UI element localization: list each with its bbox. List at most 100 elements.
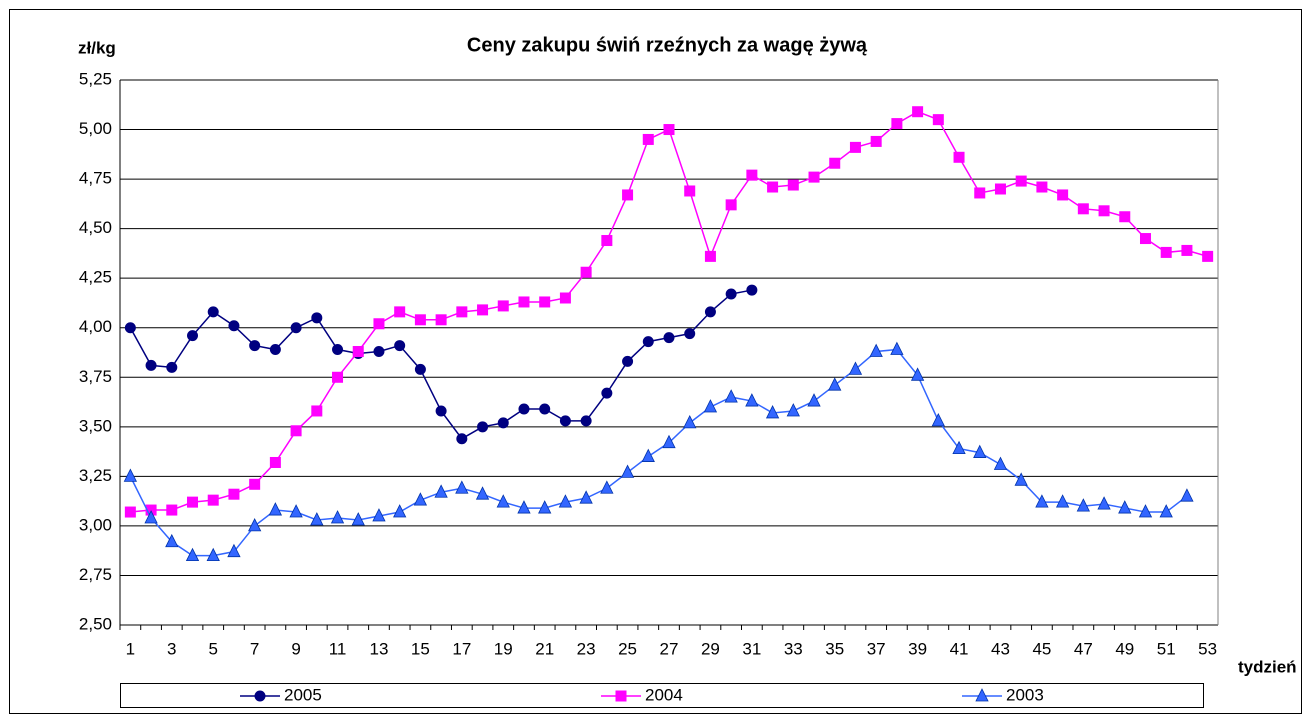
x-tick-label: 13 bbox=[370, 639, 389, 658]
data-point bbox=[1055, 494, 1070, 508]
data-point bbox=[1119, 211, 1131, 223]
data-point bbox=[558, 494, 573, 508]
x-tick-label: 17 bbox=[452, 639, 471, 658]
data-point bbox=[1118, 500, 1132, 514]
data-point bbox=[787, 179, 799, 191]
x-tick-label: 39 bbox=[908, 639, 927, 658]
data-point bbox=[207, 494, 219, 506]
data-point bbox=[456, 433, 468, 445]
data-point bbox=[807, 393, 821, 407]
y-tick-label: 2,50 bbox=[79, 614, 112, 633]
data-point bbox=[228, 320, 240, 332]
x-tick-label: 43 bbox=[991, 639, 1010, 658]
data-point bbox=[725, 199, 737, 211]
x-tick-label: 47 bbox=[1074, 639, 1093, 658]
data-point bbox=[290, 322, 302, 334]
data-point bbox=[1202, 250, 1214, 262]
data-point bbox=[145, 359, 157, 371]
data-point bbox=[663, 124, 675, 136]
data-point bbox=[703, 399, 718, 413]
data-point bbox=[786, 403, 800, 417]
data-point bbox=[166, 504, 178, 516]
data-point bbox=[373, 318, 385, 330]
y-tick-label: 3,75 bbox=[79, 367, 112, 386]
x-tick-label: 11 bbox=[329, 639, 347, 658]
data-point bbox=[1097, 496, 1111, 510]
data-point bbox=[974, 187, 986, 199]
data-point bbox=[580, 415, 592, 427]
x-tick-label: 45 bbox=[1032, 639, 1051, 658]
data-point bbox=[332, 344, 344, 356]
data-point bbox=[828, 377, 842, 391]
y-tick-label: 3,50 bbox=[79, 416, 112, 435]
series-line bbox=[129, 348, 1188, 557]
data-point bbox=[187, 496, 199, 508]
x-tick-label: 31 bbox=[742, 639, 761, 658]
data-point bbox=[808, 171, 820, 183]
data-point bbox=[1138, 504, 1153, 518]
legend-label: 2004 bbox=[645, 685, 683, 704]
data-point bbox=[891, 118, 903, 130]
x-tick-label: 27 bbox=[660, 639, 679, 658]
x-tick-label: 33 bbox=[784, 639, 803, 658]
y-tick-label: 3,25 bbox=[79, 466, 112, 485]
data-point bbox=[539, 403, 551, 415]
legend-label: 2005 bbox=[284, 685, 322, 704]
data-point bbox=[952, 440, 966, 455]
data-point bbox=[600, 480, 614, 494]
data-point bbox=[1057, 189, 1069, 201]
data-point bbox=[351, 512, 365, 526]
data-point bbox=[1077, 203, 1089, 215]
data-point bbox=[269, 344, 281, 356]
x-tick-label: 29 bbox=[701, 639, 720, 658]
data-point bbox=[1139, 233, 1151, 245]
x-axis-label: tydzień bbox=[1238, 657, 1297, 676]
y-axis-label: zł/kg bbox=[78, 38, 116, 57]
data-point bbox=[352, 346, 364, 358]
x-tick-label: 41 bbox=[950, 639, 969, 658]
y-tick-label: 2,75 bbox=[79, 565, 112, 584]
data-point bbox=[1035, 494, 1049, 508]
x-tick-label: 35 bbox=[825, 639, 844, 658]
data-point bbox=[912, 106, 924, 118]
legend-marker bbox=[254, 690, 266, 702]
data-point bbox=[249, 340, 261, 352]
data-point bbox=[683, 414, 697, 429]
data-point bbox=[1076, 498, 1090, 512]
data-point bbox=[477, 421, 489, 433]
data-point bbox=[910, 367, 925, 381]
data-point bbox=[434, 484, 448, 498]
data-point bbox=[642, 133, 654, 145]
y-tick-label: 4,00 bbox=[79, 317, 112, 336]
x-tick-label: 1 bbox=[126, 639, 135, 658]
x-tick-label: 21 bbox=[535, 639, 554, 658]
data-point bbox=[144, 510, 158, 524]
data-point bbox=[372, 508, 386, 522]
data-point bbox=[993, 456, 1008, 470]
data-point bbox=[539, 296, 551, 308]
data-point bbox=[973, 444, 987, 458]
data-point bbox=[620, 464, 635, 478]
data-point bbox=[746, 284, 758, 296]
x-tick-label: 49 bbox=[1115, 639, 1134, 658]
chart-title: Ceny zakupu świń rzeźnych za wagę żywą bbox=[467, 34, 868, 56]
data-point bbox=[414, 314, 426, 326]
x-tick-label: 19 bbox=[494, 639, 513, 658]
data-point bbox=[1181, 244, 1193, 256]
data-point bbox=[746, 169, 758, 181]
data-point bbox=[394, 340, 406, 352]
data-point bbox=[870, 135, 882, 147]
data-point bbox=[123, 468, 138, 482]
x-tick-label: 37 bbox=[867, 639, 886, 658]
data-point bbox=[414, 363, 426, 375]
data-point bbox=[622, 189, 634, 201]
data-point bbox=[684, 185, 696, 197]
data-point bbox=[518, 403, 530, 415]
x-tick-label: 9 bbox=[291, 639, 300, 658]
data-point bbox=[332, 371, 344, 383]
data-point bbox=[311, 312, 323, 324]
data-point bbox=[435, 405, 447, 417]
data-point bbox=[580, 266, 592, 278]
y-tick-label: 5,00 bbox=[79, 119, 112, 138]
